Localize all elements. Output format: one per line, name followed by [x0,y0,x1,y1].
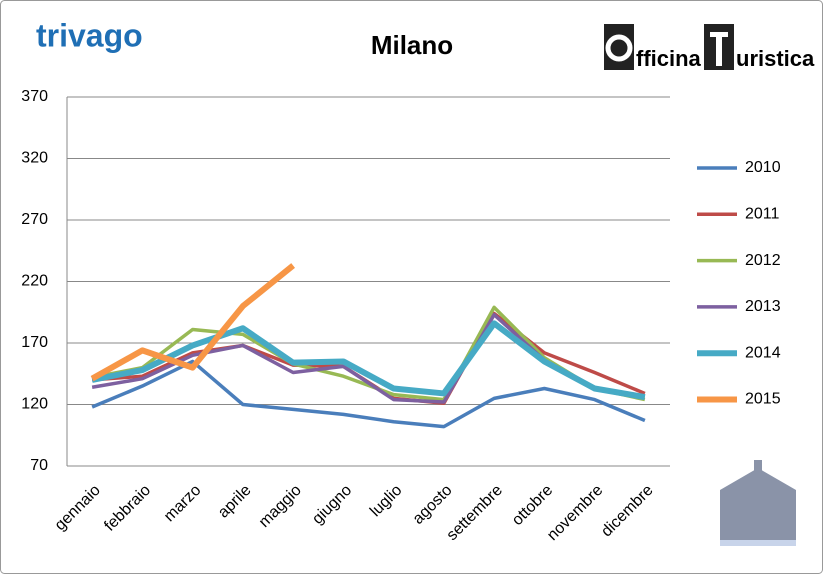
chart-title: Milano [371,30,453,60]
logo-text: uristica [736,46,815,71]
duomo-reflection [720,540,796,546]
duomo-icon [720,460,796,546]
duomo-spire [754,460,762,490]
y-tick-label: 70 [30,457,48,474]
y-tick-label: 270 [21,211,48,228]
logo-text: fficina [636,46,702,71]
series-line [91,320,646,401]
logo-o [605,34,633,62]
legend-label: 2012 [745,252,781,269]
legend-label: 2010 [745,159,781,176]
duomo-body [720,490,796,540]
legend-label: 2011 [745,206,780,223]
y-tick-label: 320 [21,150,48,167]
y-tick-label: 370 [21,88,48,105]
legend-label: 2014 [745,344,781,361]
y-tick-label: 220 [21,273,48,290]
legend-label: 2013 [745,298,781,315]
logo-t [716,32,722,66]
legend-label: 2015 [745,391,781,408]
logo-officina: fficina uristica [604,24,815,71]
series-line [90,263,296,382]
logo-trivago: trivago [36,17,143,53]
y-tick-label: 120 [21,396,48,413]
y-tick-label: 170 [21,334,48,351]
